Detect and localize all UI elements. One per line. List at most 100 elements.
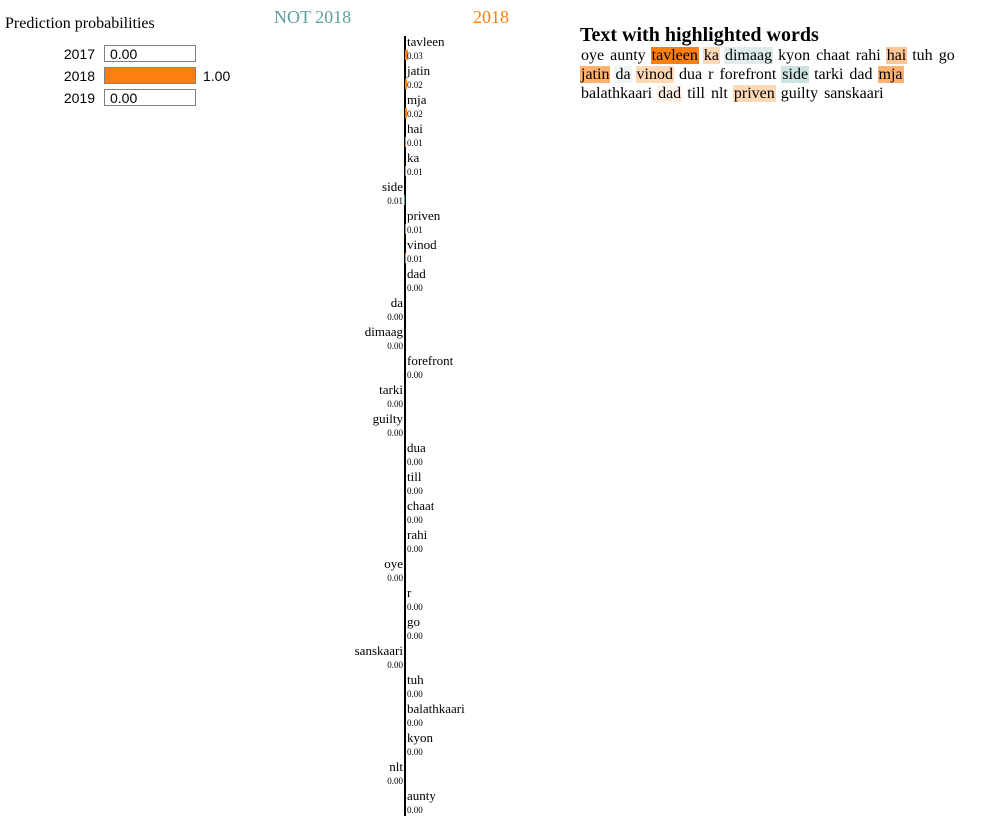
- feature-name: dad: [407, 266, 426, 281]
- feature-row: hai 0.01: [405, 121, 423, 148]
- feature-row: oye 0.00: [384, 556, 403, 583]
- feature-value: 0.00: [407, 602, 423, 612]
- feature-row: tavleen 0.03: [405, 34, 445, 61]
- feature-row: kyon 0.00: [407, 730, 434, 757]
- feature-name: aunty: [407, 788, 436, 803]
- feature-row: tuh 0.00: [407, 672, 424, 699]
- feature-value: 0.00: [387, 312, 403, 322]
- feature-name: tarki: [379, 382, 403, 397]
- highlighted-word: guilty: [780, 85, 819, 102]
- highlighted-word: kyon: [778, 47, 811, 64]
- probabilities-title: Prediction probabilities: [5, 15, 155, 32]
- highlighted-word: dad: [657, 85, 683, 102]
- highlighted-word: da: [614, 66, 632, 83]
- feature-row: go 0.00: [407, 614, 423, 641]
- feature-row: aunty 0.00: [407, 788, 436, 815]
- feature-name: oye: [384, 556, 403, 571]
- feature-row: side 0.01: [382, 179, 405, 206]
- highlighted-text-body: oye aunty tavleen ka dimaag kyon chaat r…: [580, 46, 980, 103]
- feature-value: 0.01: [407, 225, 423, 235]
- feature-value: 0.02: [407, 80, 423, 90]
- highlighted-word: sanskaari: [824, 85, 884, 102]
- positive-class-header: 2018: [473, 7, 509, 27]
- highlighted-word: ka: [702, 47, 720, 64]
- feature-name: guilty: [373, 411, 404, 426]
- feature-name: sanskaari: [355, 643, 404, 658]
- feature-value: 0.00: [407, 718, 423, 728]
- feature-name: da: [391, 295, 404, 310]
- highlighted-word: jatin: [580, 66, 611, 83]
- feature-value: 0.00: [407, 457, 423, 467]
- feature-name: mja: [407, 92, 427, 107]
- probability-value: 0.00: [110, 46, 138, 62]
- highlighted-word: dimaag: [723, 47, 774, 64]
- feature-name: dua: [407, 440, 426, 455]
- feature-value: 0.00: [387, 660, 403, 670]
- feature-row: rahi 0.00: [407, 527, 428, 554]
- feature-bar: [405, 224, 406, 234]
- feature-value: 0.00: [407, 689, 423, 699]
- negative-class-header: NOT 2018: [274, 7, 352, 27]
- feature-name: nlt: [389, 759, 403, 774]
- feature-name: go: [407, 614, 420, 629]
- probability-label: 2017: [63, 46, 95, 62]
- feature-name: ka: [407, 150, 420, 165]
- feature-bar: [405, 166, 406, 176]
- feature-value: 0.00: [387, 428, 403, 438]
- feature-name: balathkaari: [407, 701, 465, 716]
- feature-row: till 0.00: [407, 469, 423, 496]
- feature-value: 0.00: [387, 341, 403, 351]
- highlighted-word: tuh: [912, 47, 933, 64]
- feature-row: balathkaari 0.00: [407, 701, 465, 728]
- feature-value: 0.01: [387, 196, 403, 206]
- feature-row: forefront 0.00: [407, 353, 454, 380]
- feature-name: r: [407, 585, 412, 600]
- feature-value: 0.00: [407, 631, 423, 641]
- feature-bar: [405, 79, 407, 89]
- highlighted-word: hai: [885, 47, 908, 64]
- probability-bar: [104, 89, 196, 106]
- feature-bar: [404, 195, 405, 205]
- feature-name: tuh: [407, 672, 424, 687]
- feature-row: guilty 0.00: [373, 411, 404, 438]
- feature-row: da 0.00: [387, 295, 403, 322]
- feature-name: kyon: [407, 730, 434, 745]
- probability-value: 1.00: [203, 68, 231, 84]
- highlighted-word: tarki: [814, 66, 844, 83]
- feature-name: jatin: [406, 63, 431, 78]
- feature-value: 0.00: [407, 370, 423, 380]
- feature-value: 0.01: [407, 167, 423, 177]
- highlighted-word: till: [687, 85, 705, 102]
- feature-bar: [405, 253, 406, 263]
- feature-value: 0.02: [407, 109, 423, 119]
- feature-name: side: [382, 179, 403, 194]
- feature-row: dimaag 0.00: [365, 324, 404, 351]
- highlighted-word: dua: [679, 66, 703, 83]
- feature-row: chaat 0.00: [407, 498, 435, 525]
- feature-bar: [405, 108, 407, 118]
- feature-name: tavleen: [407, 34, 445, 49]
- feature-value: 0.00: [407, 486, 423, 496]
- highlighted-word: side: [781, 66, 810, 83]
- feature-value: 0.01: [407, 254, 423, 264]
- highlighted-word: aunty: [610, 47, 646, 64]
- feature-row: jatin 0.02: [405, 63, 431, 90]
- feature-row: mja 0.02: [405, 92, 427, 119]
- highlighted-word: forefront: [719, 66, 777, 83]
- feature-value: 0.00: [407, 544, 423, 554]
- feature-row: r 0.00: [407, 585, 423, 612]
- feature-value: 0.01: [407, 138, 423, 148]
- feature-name: vinod: [407, 237, 437, 252]
- probability-value: 0.00: [110, 90, 138, 106]
- probability-label: 2019: [63, 90, 95, 106]
- feature-row: priven 0.01: [405, 208, 441, 235]
- feature-value: 0.00: [387, 399, 403, 409]
- feature-row: nlt 0.00: [387, 759, 403, 786]
- highlighted-word: go: [938, 47, 955, 64]
- feature-value: 0.00: [407, 805, 423, 815]
- highlighted-word: priven: [732, 85, 776, 102]
- feature-value: 0.00: [407, 515, 423, 525]
- feature-name: hai: [407, 121, 423, 136]
- feature-name: chaat: [407, 498, 435, 513]
- feature-bar: [405, 137, 406, 147]
